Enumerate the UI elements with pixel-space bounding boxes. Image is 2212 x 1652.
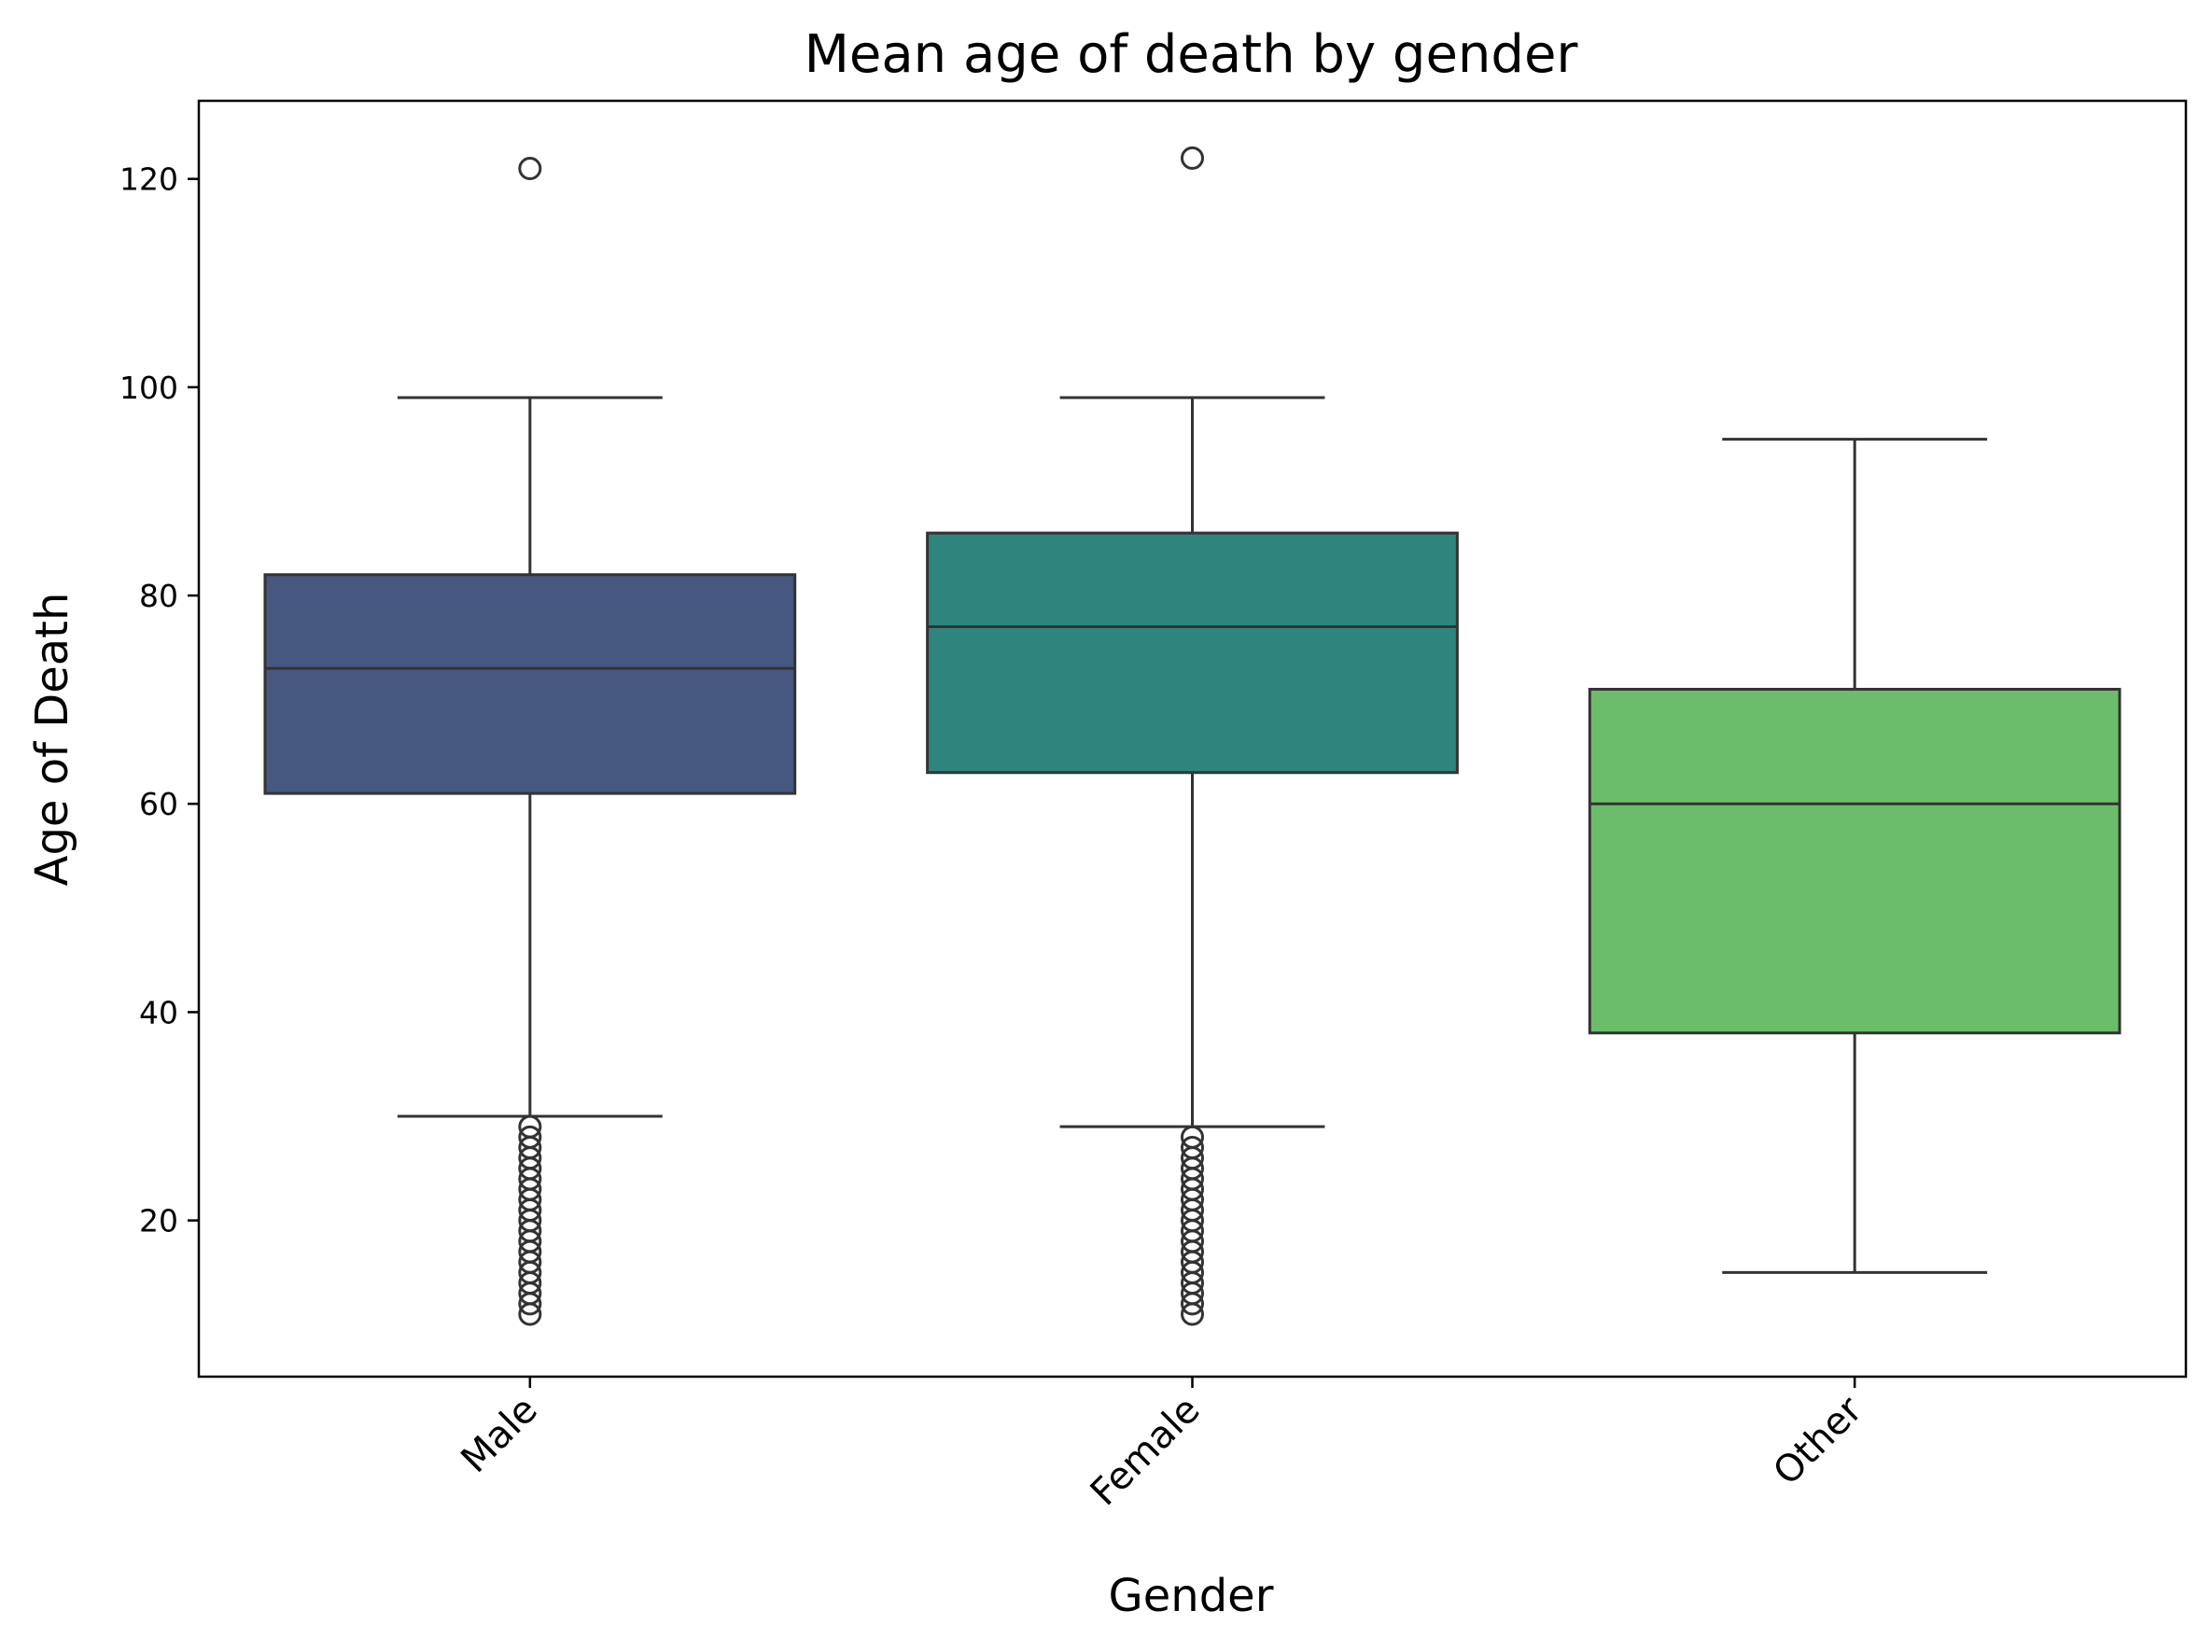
- boxes-layer: [263, 396, 2121, 1274]
- x-tick-label-female: Female: [1083, 1389, 1209, 1515]
- y-axis-label: Age of Death: [26, 593, 78, 887]
- box-group-female: [926, 396, 1459, 1128]
- outlier-point-female: [1181, 1125, 1204, 1149]
- outlier-point-male: [518, 1114, 542, 1139]
- box-group-male: [263, 396, 797, 1118]
- y-tick-label: 80: [139, 578, 178, 614]
- outlier-point-male: [518, 1125, 542, 1149]
- outliers-layer: [518, 146, 1204, 1326]
- outlier-point-female: [1181, 1135, 1204, 1159]
- chart-title: Mean age of death by gender: [805, 24, 1579, 85]
- outlier-point-male: [518, 157, 542, 181]
- box-male: [263, 573, 797, 795]
- y-tick-label: 20: [139, 1203, 178, 1239]
- y-tick-label: 40: [139, 994, 178, 1030]
- x-axis-label: Gender: [1109, 1570, 1274, 1622]
- x-axis: Male Female Other: [453, 1377, 1871, 1515]
- y-tick-label: 100: [119, 370, 178, 406]
- y-axis: 20 40 60 80 100 120: [119, 161, 199, 1239]
- y-tick-label: 60: [139, 786, 178, 822]
- y-tick-label: 120: [119, 161, 178, 198]
- box-group-other: [1588, 438, 2121, 1274]
- box-other: [1588, 687, 2121, 1035]
- x-tick-label-other: Other: [1765, 1388, 1870, 1493]
- x-tick-label-male: Male: [453, 1389, 546, 1482]
- outlier-point-female: [1181, 146, 1204, 170]
- box-female: [926, 531, 1459, 775]
